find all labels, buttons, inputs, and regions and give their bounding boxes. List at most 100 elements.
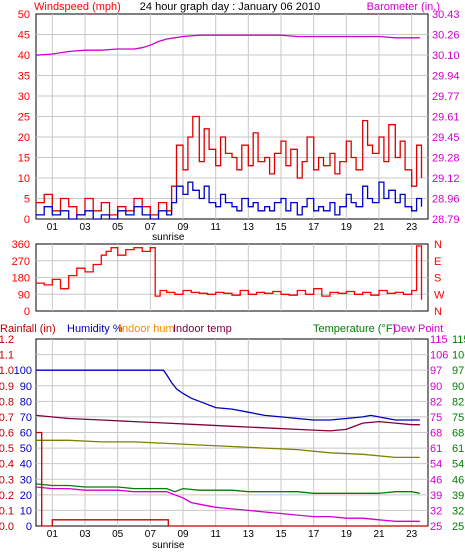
rain-tick-label: 0.9	[0, 381, 14, 393]
temperature-tick-label: 68	[452, 428, 464, 440]
rain-tick-label: 0.6	[0, 428, 14, 440]
barometer-tick-label: 29.61	[432, 112, 460, 124]
sunrise-label: sunrise	[152, 540, 185, 551]
hour-tick-label: 09	[177, 529, 189, 540]
indoor_hum-line	[36, 439, 420, 459]
temperature-tick-label: 115	[452, 334, 465, 346]
hour-tick-label: 13	[243, 222, 255, 233]
dewpoint-tick-label: 68	[430, 428, 442, 440]
barometer-tick-label: 29.94	[432, 71, 460, 83]
rain-tick-label: 1.0	[0, 365, 14, 377]
dewpoint-tick-label: 39	[430, 490, 442, 502]
temperature-tick-label: 82	[452, 396, 464, 408]
rain-tick-label: 0.1	[0, 505, 14, 517]
temperature-tick-label: 97	[452, 365, 464, 377]
wind-tick-label: 0	[24, 214, 30, 226]
rain-tick-label: 0.5	[0, 443, 14, 455]
humidity-tick-label: 30	[20, 474, 32, 486]
direction-tick-label: 360	[12, 239, 30, 251]
rain-tick-label: 0.3	[0, 474, 14, 486]
wind-tick-label: 40	[18, 50, 30, 62]
rainfall-line	[36, 431, 428, 527]
temperature-tick-label: 39	[452, 490, 464, 502]
dewpoint-tick-label: 75	[430, 412, 442, 424]
humidity-line	[36, 369, 420, 421]
direction-tick-label: 0	[24, 306, 30, 318]
rain-tick-label: 1.1	[0, 350, 14, 362]
temperature-line	[35, 483, 420, 494]
dewpoint-tick-label: 90	[430, 381, 442, 393]
dewpoint-line	[35, 486, 420, 522]
dewpoint-tick-label: 54	[430, 459, 442, 471]
humidity-tick-label: 0	[26, 521, 32, 533]
temperature-tick-label: 32	[452, 505, 464, 517]
humidity-tick-label: 60	[20, 428, 32, 440]
barometer-tick-label: 29.77	[432, 91, 460, 103]
avgwind-line	[36, 181, 423, 220]
barometer-tick-label: 29.12	[432, 173, 460, 185]
wind-tick-label: 50	[18, 9, 30, 21]
rain-tick-label: 0.4	[0, 459, 14, 471]
temperature-tick-label: 75	[452, 412, 464, 424]
hour-tick-label: 15	[275, 529, 287, 540]
gust-line	[36, 115, 423, 216]
dewpoint-tick-label: 46	[430, 474, 442, 486]
hour-tick-label: 23	[406, 222, 418, 233]
humidity-axis-label: Humidity %	[67, 323, 123, 335]
dewpoint-tick-label: 25	[430, 521, 442, 533]
temperature-tick-label: 46	[452, 474, 464, 486]
sunrise-label: sunrise	[152, 232, 185, 243]
wind-tick-label: 15	[18, 153, 30, 165]
hour-tick-label: 03	[79, 529, 91, 540]
barometer-line	[35, 34, 420, 56]
direction-tick-label: 270	[12, 256, 30, 268]
hour-tick-label: 09	[177, 222, 189, 233]
rainfall-axis-label: Rainfall (in)	[0, 323, 56, 335]
wind-tick-label: 5	[24, 194, 30, 206]
temperature-tick-label: 25	[452, 521, 464, 533]
wind-axis-label: Windspeed (mph)	[34, 1, 121, 13]
hour-tick-label: 21	[373, 222, 385, 233]
barometer-tick-label: 28.79	[432, 214, 460, 226]
dewpoint-tick-label: 97	[430, 365, 442, 377]
compass-tick-label: S	[434, 273, 441, 285]
dewpoint-axis-label: Dew Point	[393, 323, 443, 335]
compass-tick-label: W	[434, 289, 445, 301]
chart-title: 24 hour graph day : January 06 2010	[140, 1, 320, 13]
humidity-tick-label: 50	[20, 443, 32, 455]
wind-tick-label: 20	[18, 132, 30, 144]
humidity-tick-label: 40	[20, 459, 32, 471]
wind-tick-label: 25	[18, 112, 30, 124]
compass-tick-label: E	[434, 256, 441, 268]
direction-tick-label: 180	[12, 273, 30, 285]
temperature-tick-label: 54	[452, 459, 464, 471]
rain-tick-label: 0.8	[0, 396, 14, 408]
hour-tick-label: 21	[373, 529, 385, 540]
dewpoint-tick-label: 115	[430, 334, 448, 346]
rain-tick-label: 0.2	[0, 490, 14, 502]
wind-tick-label: 45	[18, 30, 30, 42]
direction-tick-label: 90	[18, 289, 30, 301]
hour-tick-label: 17	[308, 222, 320, 233]
dewpoint-tick-label: 82	[430, 396, 442, 408]
humidity-tick-label: 90	[20, 381, 32, 393]
wind-tick-label: 35	[18, 71, 30, 83]
hour-tick-label: 03	[79, 222, 91, 233]
hour-tick-label: 05	[112, 222, 124, 233]
wind-tick-label: 10	[18, 173, 30, 185]
temperature-tick-label: 61	[452, 443, 464, 455]
compass-tick-label: N	[434, 306, 442, 318]
indoor-temp-label: Indoor temp	[173, 323, 232, 335]
indoor_temp-line	[35, 414, 420, 432]
hour-tick-label: 13	[243, 529, 255, 540]
barometer-tick-label: 28.96	[432, 194, 460, 206]
dewpoint-tick-label: 61	[430, 443, 442, 455]
barometer-tick-label: 30.10	[432, 50, 460, 62]
humidity-tick-label: 80	[20, 396, 32, 408]
rain-tick-label: 0.0	[0, 521, 14, 533]
hour-tick-label: 01	[47, 222, 59, 233]
hour-tick-label: 19	[341, 222, 353, 233]
hour-tick-label: 19	[341, 529, 353, 540]
temperature-tick-label: 106	[452, 350, 465, 362]
